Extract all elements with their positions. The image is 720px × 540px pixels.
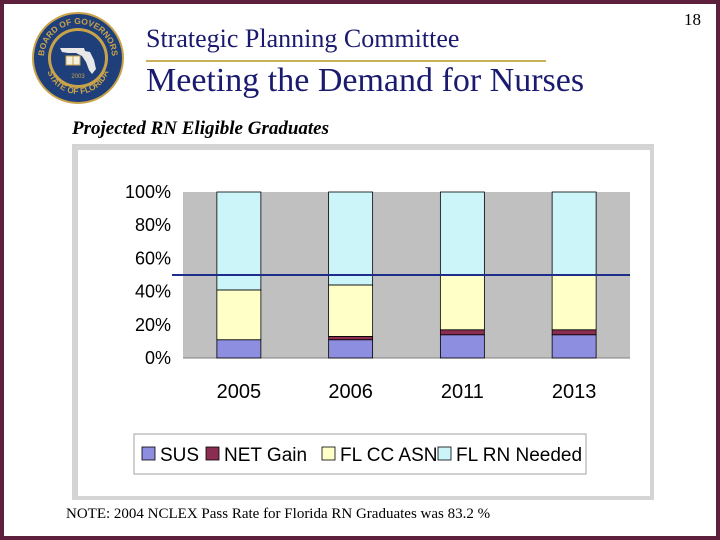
legend-swatch <box>321 446 336 461</box>
bar-segment <box>551 274 597 331</box>
board-of-governors-seal-logo: 2003 BOARD OF GOVERNORS STATE OF FLORIDA <box>32 12 124 104</box>
x-tick-label: 2006 <box>328 381 373 403</box>
bar-segment <box>551 334 597 359</box>
x-tick-label: 2005 <box>217 381 262 403</box>
legend-label: FL CC ASN <box>340 445 438 466</box>
legend-label: NET Gain <box>224 445 307 466</box>
y-tick-label: 0% <box>145 348 171 368</box>
bar-segment <box>216 339 262 359</box>
y-tick-label: 60% <box>135 248 171 268</box>
legend-swatch <box>205 446 220 461</box>
bar-segment <box>551 329 597 336</box>
slide-subtitle: Strategic Planning Committee <box>146 24 460 53</box>
legend-label: SUS <box>160 445 199 466</box>
bar-segment <box>551 191 597 276</box>
y-tick-label: 40% <box>135 282 171 302</box>
page-number: 18 <box>684 10 701 29</box>
x-tick-label: 2011 <box>441 381 484 403</box>
bar-segment <box>216 191 262 291</box>
bar-segment <box>439 329 485 336</box>
title-divider <box>146 60 546 62</box>
x-tick-label: 2013 <box>552 381 597 403</box>
chart-heading: Projected RN Eligible Graduates <box>72 118 330 139</box>
bar-segment <box>328 191 374 286</box>
y-tick-label: 20% <box>135 315 171 335</box>
slide-title: Meeting the Demand for Nurses <box>146 62 585 99</box>
legend-swatch <box>141 446 156 461</box>
chart-container: 100% 80% 60% 40% 20% 0% 2005 2006 2011 2013 SUS NE… <box>72 144 654 500</box>
stacked-bar-chart: 100% 80% 60% 40% 20% 0% 2005 2006 2011 2013 SUS NE… <box>72 144 654 500</box>
bar-segment <box>439 274 485 331</box>
bar-segment <box>328 284 374 337</box>
bar-segment <box>216 289 262 341</box>
bar-segment <box>328 339 374 359</box>
legend-swatch <box>437 446 452 461</box>
bar-segment <box>328 336 374 341</box>
seal-year: 2003 <box>71 74 85 80</box>
footnote: NOTE: 2004 NCLEX Pass Rate for Florida R… <box>66 506 491 522</box>
y-tick-label: 100% <box>125 182 171 202</box>
legend-label: FL RN Needed <box>456 445 582 466</box>
y-tick-label: 80% <box>135 215 171 235</box>
bar-segment <box>439 191 485 276</box>
bar-segment <box>439 334 485 359</box>
